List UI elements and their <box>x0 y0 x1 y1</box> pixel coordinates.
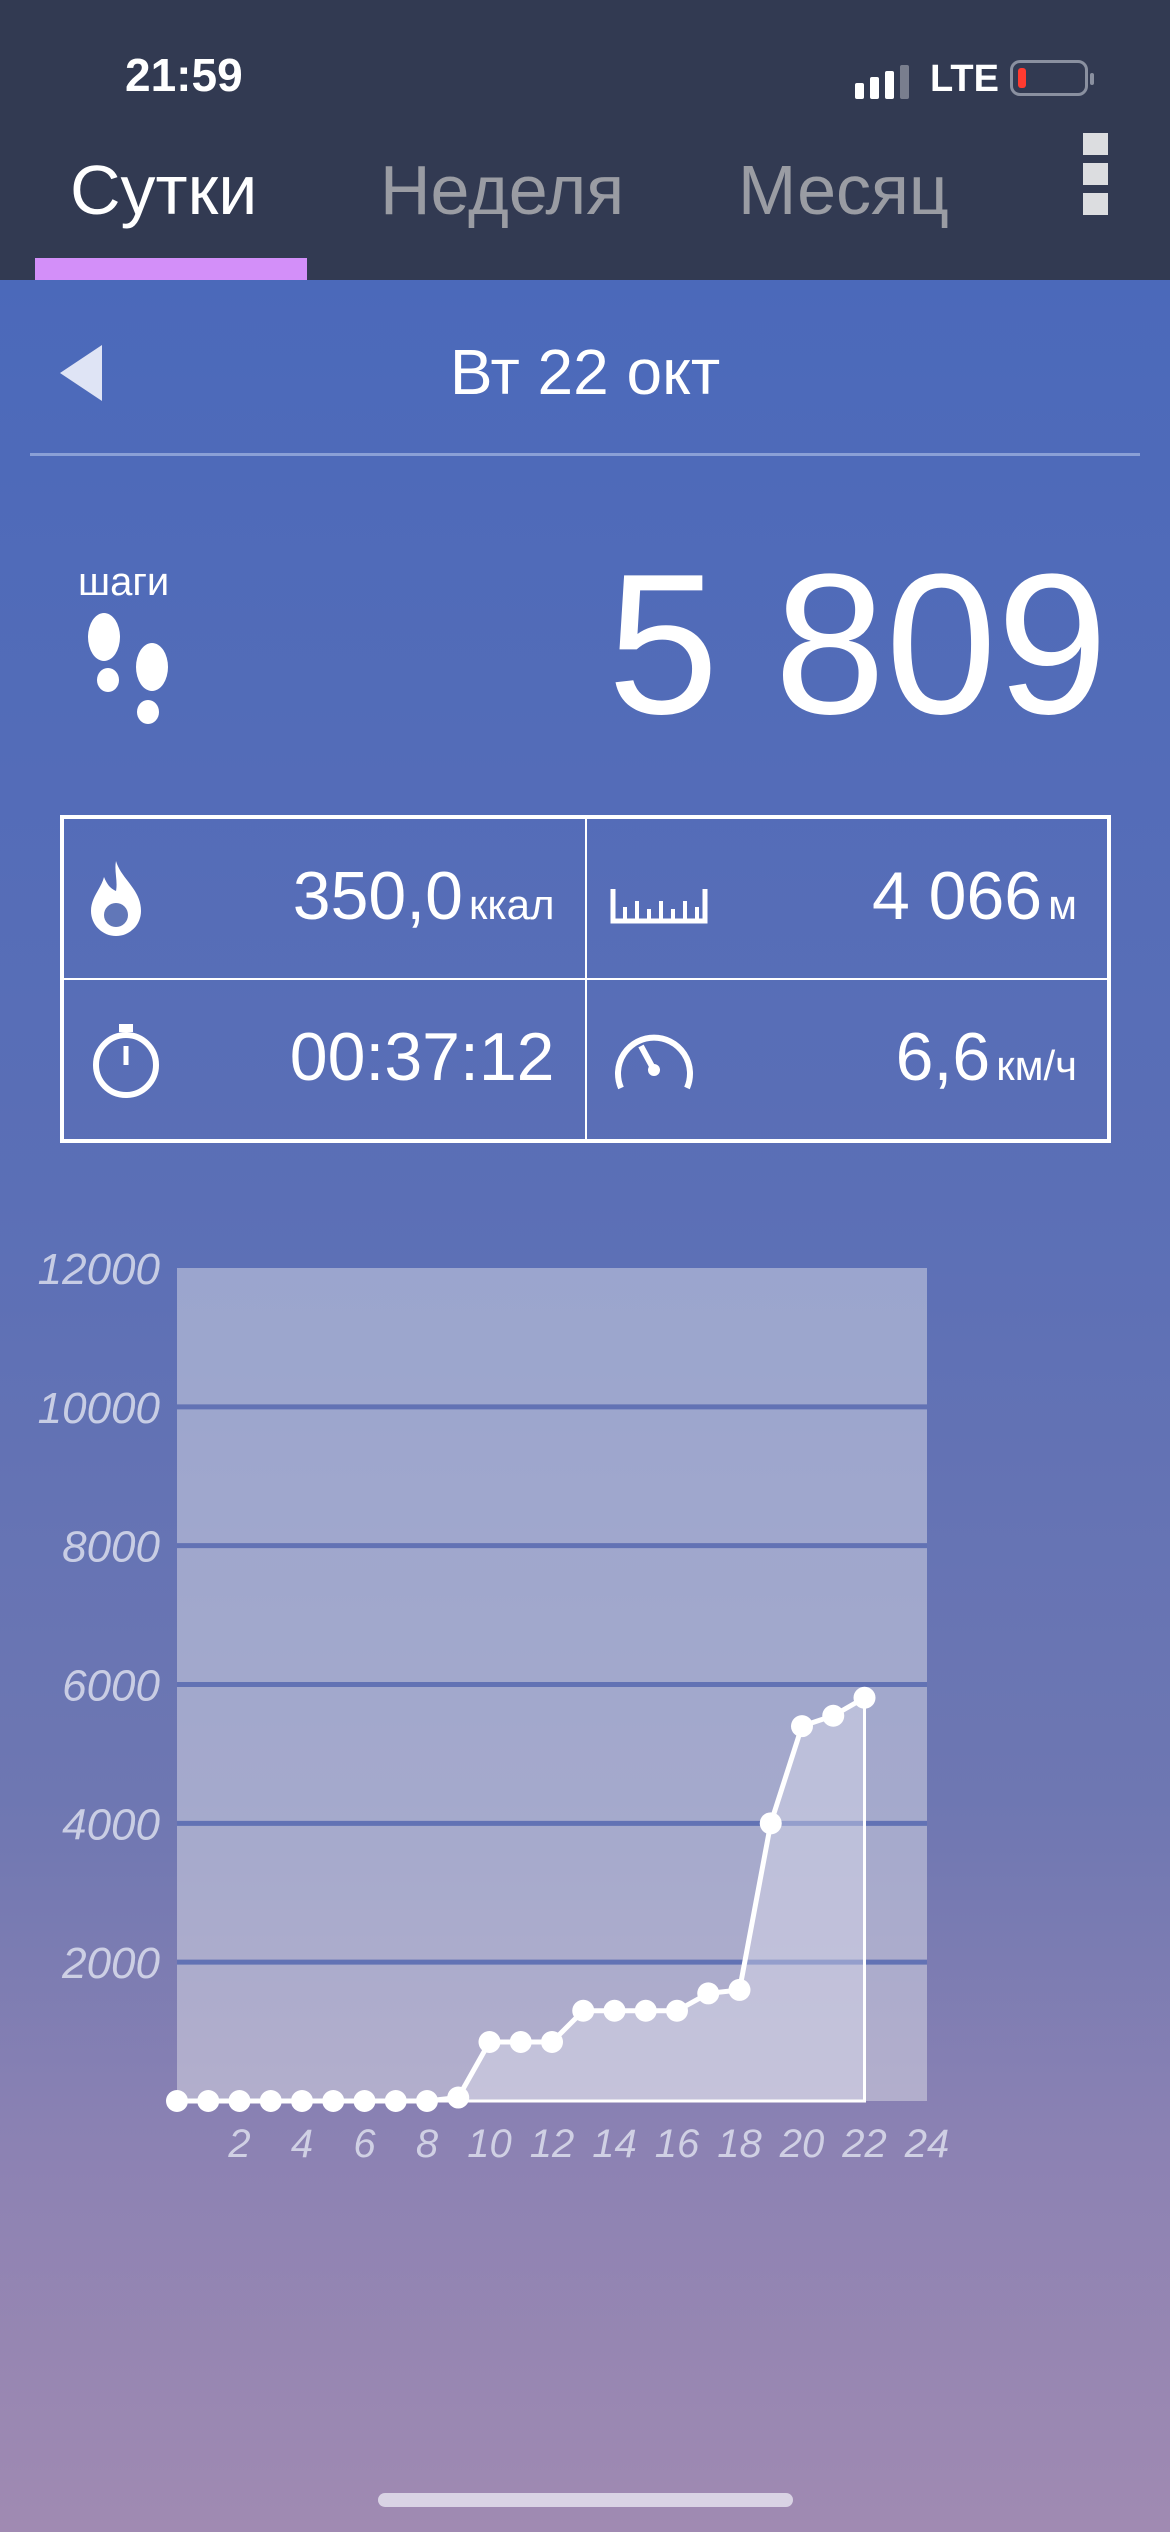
speed-unit: км/ч <box>996 1042 1077 1089</box>
data-point <box>228 2090 251 2112</box>
data-point <box>259 2090 282 2112</box>
stat-distance: 4 066 м <box>585 818 1108 979</box>
x-tick-label: 14 <box>592 2122 637 2166</box>
stat-calories: 350,0 ккал <box>63 818 586 979</box>
footprints-icon <box>88 613 168 724</box>
stopwatch-icon <box>93 1024 159 1098</box>
x-tick-label: 20 <box>779 2122 825 2166</box>
y-tick-label: 4000 <box>62 1800 160 1849</box>
x-tick-label: 4 <box>291 2122 313 2166</box>
status-time: 21:59 <box>125 49 243 101</box>
x-tick-label: 6 <box>353 2122 376 2166</box>
steps-label: шаги <box>78 560 170 604</box>
data-point <box>322 2090 345 2112</box>
battery-icon <box>1010 60 1094 96</box>
x-tick-label: 24 <box>904 2122 950 2166</box>
signal-icon <box>855 65 909 99</box>
stats-grid: 350,0 ккал 4 066 м 00:37:12 6,6 км/ч <box>60 815 1111 1143</box>
data-point <box>853 1686 876 1709</box>
speed-value: 6,6 <box>895 1019 991 1095</box>
ruler-icon <box>610 889 707 924</box>
y-tick-label: 12000 <box>38 1245 161 1294</box>
steps-count: 5 809 <box>607 533 1109 756</box>
x-tick-label: 2 <box>227 2122 250 2166</box>
x-tick-label: 8 <box>416 2122 439 2166</box>
data-point <box>478 2030 501 2053</box>
y-tick-label: 6000 <box>62 1662 160 1711</box>
data-point <box>822 1704 845 1727</box>
data-point <box>791 1715 813 1738</box>
data-point <box>447 2086 470 2109</box>
data-point <box>509 2030 532 2053</box>
data-point <box>291 2090 313 2112</box>
data-point <box>728 1978 751 2001</box>
active-tab-indicator <box>35 258 307 280</box>
distance-value: 4 066 <box>871 858 1043 934</box>
stat-duration: 00:37:12 <box>63 979 586 1140</box>
data-point <box>166 2090 188 2112</box>
data-point <box>759 1812 782 1835</box>
tab-month[interactable]: Месяц <box>738 151 950 229</box>
tab-day[interactable]: Сутки <box>70 151 258 229</box>
current-date: Вт 22 окт <box>449 336 721 408</box>
divider <box>30 453 1140 456</box>
distance-unit: м <box>1048 881 1077 928</box>
data-point <box>697 1982 720 2005</box>
data-point <box>541 2030 563 2053</box>
duration-value: 00:37:12 <box>289 1019 555 1095</box>
more-menu-icon[interactable] <box>1083 133 1108 223</box>
data-point <box>197 2090 220 2112</box>
flame-icon <box>91 861 141 936</box>
data-point <box>416 2090 438 2112</box>
calories-value: 350,0 <box>292 858 463 934</box>
data-point <box>666 1999 688 2022</box>
y-tick-label: 10000 <box>38 1384 161 1433</box>
header <box>0 0 1170 280</box>
speedometer-icon <box>614 1034 693 1090</box>
y-tick-label: 8000 <box>62 1523 160 1572</box>
network-type: LTE <box>930 58 999 100</box>
previous-day-button[interactable] <box>60 345 102 401</box>
x-tick-label: 22 <box>841 2122 887 2166</box>
calories-unit: ккал <box>468 881 555 928</box>
x-tick-label: 10 <box>467 2122 512 2166</box>
tab-week[interactable]: Неделя <box>380 151 625 229</box>
y-tick-label: 2000 <box>61 1939 160 1988</box>
data-point <box>603 1999 626 2022</box>
data-point <box>634 1999 657 2022</box>
data-point <box>353 2090 376 2112</box>
x-tick-label: 12 <box>530 2122 575 2166</box>
stat-speed: 6,6 км/ч <box>585 979 1108 1140</box>
data-point <box>572 1999 595 2022</box>
x-tick-label: 18 <box>717 2122 762 2166</box>
home-indicator[interactable] <box>378 2493 793 2507</box>
data-point <box>384 2090 407 2112</box>
x-tick-label: 16 <box>655 2122 700 2166</box>
